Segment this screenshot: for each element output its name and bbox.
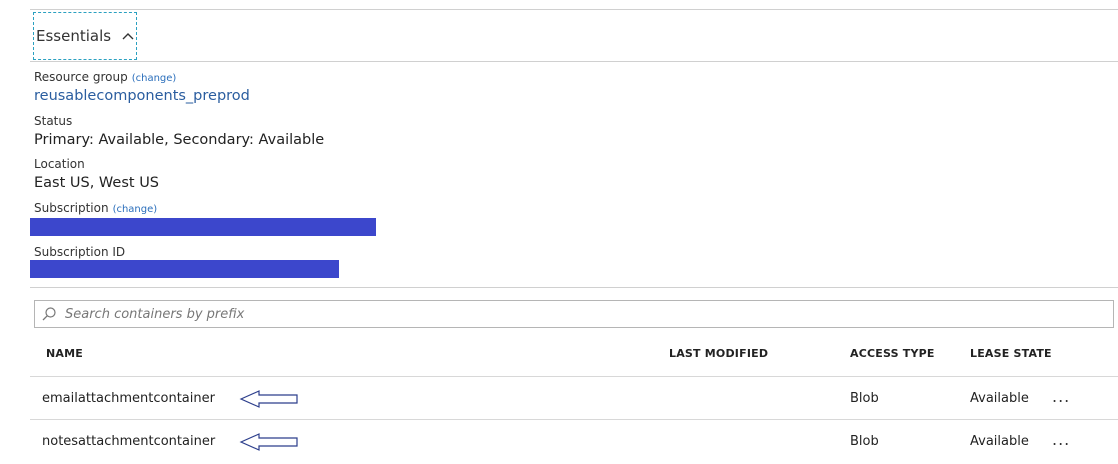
search-input[interactable]	[63, 301, 1113, 327]
container-name[interactable]: emailattachmentcontainer	[42, 391, 215, 406]
container-name[interactable]: notesattachmentcontainer	[42, 434, 216, 449]
search-icon	[42, 307, 56, 321]
column-header-access-type[interactable]: ACCESS TYPE	[850, 347, 935, 360]
column-header-name[interactable]: NAME	[46, 347, 83, 360]
more-options-button[interactable]: ...	[1052, 430, 1071, 449]
subscription-redacted-value	[30, 218, 376, 236]
more-options-button[interactable]: ...	[1052, 387, 1071, 406]
resource-group-label: Resource group	[34, 70, 128, 84]
essentials-toggle[interactable]: Essentials	[33, 12, 137, 60]
container-lease-state: Available	[970, 391, 1029, 406]
chevron-up-icon	[121, 29, 135, 43]
status-label: Status	[34, 114, 73, 128]
subscription-id-redacted-value	[30, 260, 339, 278]
subscription-change-link[interactable]: (change)	[112, 204, 158, 215]
resource-group-label-row: Resource group (change)	[34, 70, 176, 84]
column-header-last-modified[interactable]: LAST MODIFIED	[669, 347, 769, 360]
subscription-id-label: Subscription ID	[34, 245, 126, 259]
table-row[interactable]: emailattachmentcontainer Blob Available …	[30, 376, 1118, 421]
top-divider	[30, 9, 1118, 10]
properties-divider	[30, 287, 1118, 288]
status-value: Primary: Available, Secondary: Available	[34, 132, 325, 148]
subscription-label-row: Subscription (change)	[34, 201, 157, 215]
search-box[interactable]	[34, 300, 1114, 328]
essentials-label: Essentials	[36, 27, 112, 45]
left-arrow-icon	[239, 390, 298, 408]
table-row[interactable]: notesattachmentcontainer Blob Available …	[30, 419, 1118, 464]
column-header-lease-state[interactable]: LEASE STATE	[970, 347, 1052, 360]
resource-group-change-link[interactable]: (change)	[131, 73, 177, 84]
resource-group-link[interactable]: reusablecomponents_preprod	[34, 88, 250, 104]
container-access-type: Blob	[850, 391, 879, 406]
container-access-type: Blob	[850, 434, 879, 449]
essentials-divider	[30, 61, 1118, 62]
location-value: East US, West US	[34, 175, 160, 191]
location-label: Location	[34, 157, 85, 171]
left-arrow-icon	[239, 433, 298, 451]
subscription-label: Subscription	[34, 201, 109, 215]
container-lease-state: Available	[970, 434, 1029, 449]
